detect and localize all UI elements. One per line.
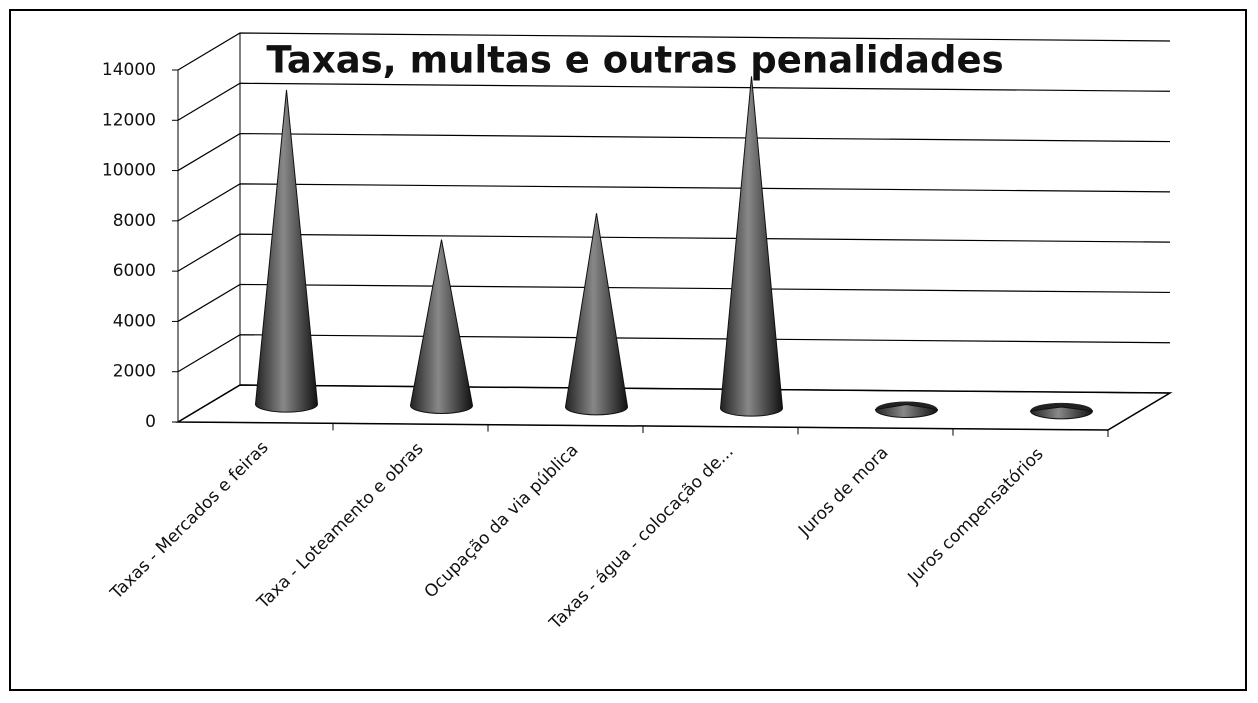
- cone: [409, 239, 474, 414]
- y-tick-label: 8000: [113, 211, 156, 231]
- grid-line: [177, 233, 1171, 272]
- x-tick-label: Juros de mora: [794, 443, 892, 541]
- grid-line: [177, 82, 1171, 121]
- y-tick-label: 14000: [102, 60, 156, 80]
- grid-line: [177, 183, 1171, 222]
- y-tick-label: 6000: [113, 261, 156, 281]
- x-tick-label: Taxas - Mercados e feiras: [106, 438, 273, 605]
- cone: [254, 89, 319, 413]
- cone: [874, 403, 939, 418]
- x-tick-label: Taxas - água - colocação de...: [545, 442, 738, 635]
- cone: [719, 76, 784, 417]
- y-tick-label: 4000: [113, 311, 156, 331]
- y-tick-label: 12000: [102, 110, 156, 130]
- y-tick-label: 2000: [113, 362, 156, 382]
- cone: [1029, 406, 1094, 420]
- cone: [564, 213, 629, 416]
- chart-title: Taxas, multas e outras penalidades: [266, 39, 1003, 82]
- x-tick-label: Ocupação da via pública: [421, 440, 583, 602]
- y-tick-label: 0: [145, 412, 156, 432]
- grid-line: [177, 334, 1171, 373]
- grid-line: [177, 283, 1171, 322]
- chart-border: [9, 9, 1247, 691]
- x-tick-label: Juros compensatórios: [904, 444, 1048, 588]
- grid-line: [177, 132, 1171, 172]
- y-tick-label: 10000: [102, 161, 156, 181]
- x-tick-label: Taxa - Loteamento e obras: [253, 439, 428, 614]
